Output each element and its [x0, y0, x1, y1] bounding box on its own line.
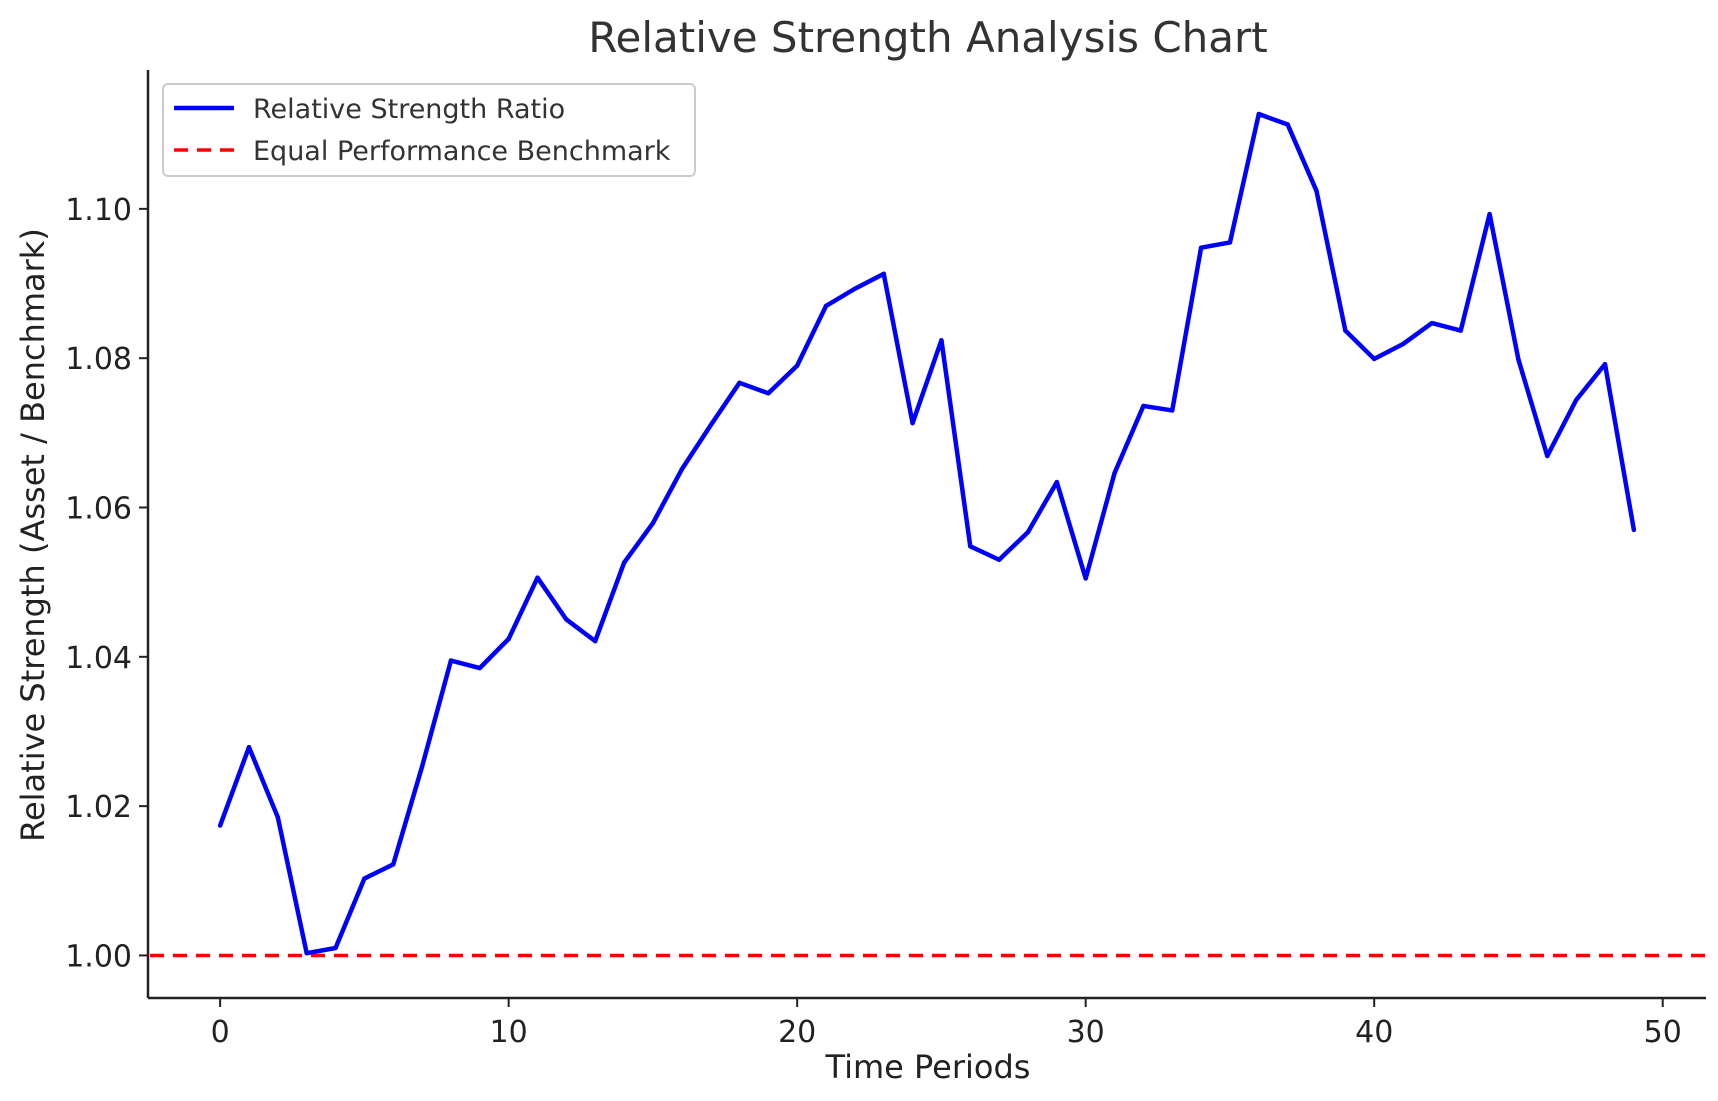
- y-tick-label: 1.10: [65, 193, 132, 228]
- legend-label-relative-strength-ratio: Relative Strength Ratio: [253, 94, 565, 125]
- data-point: [1545, 453, 1550, 459]
- data-point: [794, 363, 800, 368]
- legend-frame: [162, 83, 696, 177]
- data-point: [275, 815, 281, 820]
- data-point: [1487, 211, 1492, 217]
- x-tick-label: 20: [778, 1015, 816, 1050]
- data-point: [852, 286, 858, 291]
- data-point: [737, 380, 742, 386]
- data-point: [881, 271, 886, 277]
- data-point: [1025, 529, 1031, 535]
- data-point: [1429, 320, 1435, 326]
- data-point: [564, 617, 569, 622]
- x-tick-label: 40: [1355, 1015, 1393, 1050]
- data-point: [1054, 479, 1060, 485]
- data-point: [593, 638, 598, 644]
- data-point: [650, 520, 656, 526]
- data-point: [1256, 111, 1261, 117]
- data-point: [1285, 122, 1290, 127]
- y-axis-label: Relative Strength (Asset / Benchmark): [14, 228, 52, 842]
- y-ticks: 1.00 1.02 1.04 1.06 1.08 1.10: [65, 193, 148, 974]
- data-point: [333, 945, 338, 951]
- data-point: [246, 744, 252, 750]
- data-point: [708, 423, 713, 428]
- data-point: [1602, 361, 1608, 367]
- data-point: [506, 636, 511, 642]
- data-point: [477, 665, 482, 671]
- series-points-relative-strength-ratio: [217, 111, 1637, 956]
- data-point: [304, 951, 309, 956]
- x-ticks: 0 10 20 30 40 50: [211, 998, 1682, 1050]
- y-tick-label: 1.02: [65, 790, 132, 825]
- y-tick-label: 1.00: [65, 939, 132, 974]
- x-tick-label: 0: [211, 1015, 230, 1050]
- data-point: [1458, 328, 1463, 333]
- data-point: [939, 338, 944, 343]
- data-point: [679, 467, 684, 472]
- data-point: [1170, 408, 1175, 413]
- x-tick-label: 50: [1644, 1015, 1682, 1050]
- x-axis-label: Time Periods: [825, 1048, 1031, 1086]
- data-point: [1400, 341, 1406, 347]
- y-tick-label: 1.08: [65, 342, 132, 377]
- data-point: [621, 560, 627, 565]
- data-point: [362, 876, 367, 881]
- data-point: [996, 557, 1002, 562]
- series-line-relative-strength-ratio: [218, 111, 1637, 956]
- data-point: [391, 862, 396, 867]
- data-point: [1083, 576, 1088, 581]
- x-tick-label: 30: [1067, 1015, 1105, 1050]
- data-point: [1516, 357, 1521, 362]
- data-point: [968, 544, 973, 549]
- data-point: [1112, 470, 1117, 476]
- data-point: [766, 391, 771, 396]
- data-point: [1314, 188, 1319, 194]
- data-point: [1198, 245, 1204, 250]
- legend: Relative Strength Ratio Equal Performanc…: [162, 83, 696, 177]
- y-tick-label: 1.04: [65, 641, 132, 676]
- chart-title: Relative Strength Analysis Chart: [588, 13, 1268, 62]
- data-point: [419, 764, 425, 769]
- y-tick-label: 1.06: [65, 491, 132, 526]
- data-point: [217, 823, 223, 828]
- data-point: [910, 420, 915, 426]
- data-point: [1372, 356, 1377, 362]
- data-point: [448, 658, 454, 663]
- data-point: [535, 575, 540, 580]
- data-point: [1631, 527, 1637, 533]
- plot-area: 0 10 20 30 40 50 1.00 1.02 1.04 1.06 1.08 1.10: [65, 70, 1706, 1050]
- data-point: [1227, 240, 1233, 245]
- data-point: [1573, 397, 1579, 403]
- legend-label-equal-performance-benchmark: Equal Performance Benchmark: [253, 136, 671, 167]
- data-point: [1141, 403, 1146, 409]
- data-point: [1343, 328, 1348, 333]
- data-point: [823, 303, 829, 309]
- x-tick-label: 10: [490, 1015, 528, 1050]
